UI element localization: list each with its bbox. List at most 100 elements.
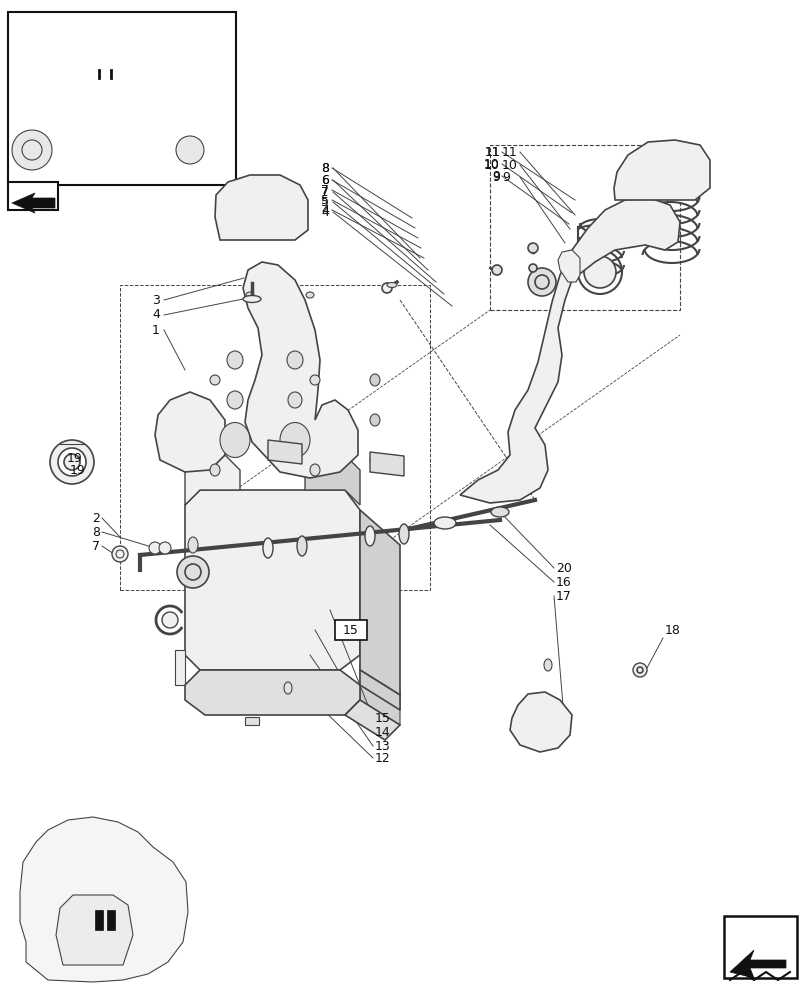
Circle shape [527,243,538,253]
Ellipse shape [310,464,320,476]
Text: 10: 10 [483,158,500,171]
Circle shape [491,265,501,275]
Ellipse shape [543,659,551,671]
Text: 9: 9 [491,171,500,184]
Polygon shape [509,692,571,752]
Polygon shape [185,670,359,715]
Text: 19: 19 [67,452,82,464]
Polygon shape [359,665,400,725]
Ellipse shape [242,296,260,302]
Polygon shape [245,717,259,725]
Text: 7: 7 [320,186,328,199]
Text: 5: 5 [320,196,328,209]
Polygon shape [460,198,679,503]
Circle shape [64,454,80,470]
Text: 4: 4 [320,206,328,219]
Text: 9: 9 [501,171,509,184]
Ellipse shape [297,536,307,556]
Ellipse shape [227,391,242,409]
Text: 8: 8 [320,162,328,175]
Text: 8: 8 [92,526,100,538]
Text: 20: 20 [556,562,571,574]
Text: 4: 4 [320,204,328,217]
Polygon shape [95,910,103,930]
Circle shape [381,283,392,293]
Ellipse shape [310,375,320,385]
Circle shape [12,130,52,170]
Text: 4: 4 [152,308,160,322]
Text: 17: 17 [556,589,571,602]
Text: 19: 19 [69,464,85,477]
Circle shape [50,440,94,484]
Bar [489,145,679,310]
Ellipse shape [387,282,397,288]
Text: 7: 7 [320,184,328,197]
Ellipse shape [280,422,310,458]
Text: 13: 13 [375,739,390,752]
Text: 5: 5 [320,194,328,207]
Polygon shape [185,455,240,505]
Ellipse shape [286,351,303,369]
Ellipse shape [246,292,254,298]
Text: 12: 12 [375,752,390,764]
Polygon shape [242,262,358,478]
Bar [120,285,430,590]
Ellipse shape [210,464,220,476]
Polygon shape [370,452,404,476]
Ellipse shape [263,538,272,558]
Text: 16: 16 [556,576,571,588]
Ellipse shape [220,422,250,458]
Polygon shape [155,392,225,472]
Text: 14: 14 [375,725,390,738]
Polygon shape [107,910,115,930]
Ellipse shape [433,517,456,529]
Circle shape [633,663,646,677]
Circle shape [176,136,204,164]
Text: 3: 3 [152,294,160,306]
Polygon shape [185,490,359,670]
Bar [723,916,796,978]
Text: 2: 2 [92,512,100,524]
Ellipse shape [306,292,314,298]
Text: 6: 6 [320,174,328,187]
Circle shape [177,556,208,588]
Text: 8: 8 [320,162,328,175]
Polygon shape [12,193,55,213]
Polygon shape [729,950,785,978]
Text: 7: 7 [92,540,100,552]
Circle shape [583,256,616,288]
Text: 9: 9 [491,170,500,183]
Text: 11: 11 [501,146,517,159]
Polygon shape [175,650,185,685]
Circle shape [58,448,86,476]
Polygon shape [359,510,400,695]
Text: 11: 11 [483,146,500,159]
Polygon shape [359,670,400,710]
Ellipse shape [188,537,198,553]
Text: 15: 15 [375,711,390,724]
Ellipse shape [227,351,242,369]
Circle shape [527,268,556,296]
Ellipse shape [284,682,292,694]
Polygon shape [557,250,579,282]
Ellipse shape [370,374,380,386]
Text: 18: 18 [664,624,680,636]
Polygon shape [268,440,302,464]
Circle shape [112,546,128,562]
Ellipse shape [398,524,409,544]
Text: 15: 15 [342,624,358,636]
Circle shape [528,264,536,272]
Bar [8,182,58,210]
Ellipse shape [365,526,375,546]
Bar [8,12,236,185]
Ellipse shape [288,392,302,408]
Text: 11: 11 [483,146,500,159]
Ellipse shape [370,454,380,466]
Polygon shape [56,895,133,965]
Polygon shape [305,455,359,505]
Polygon shape [215,175,307,240]
Bar [335,620,367,640]
Text: 10: 10 [483,159,500,172]
Ellipse shape [370,414,380,426]
Polygon shape [613,140,709,200]
